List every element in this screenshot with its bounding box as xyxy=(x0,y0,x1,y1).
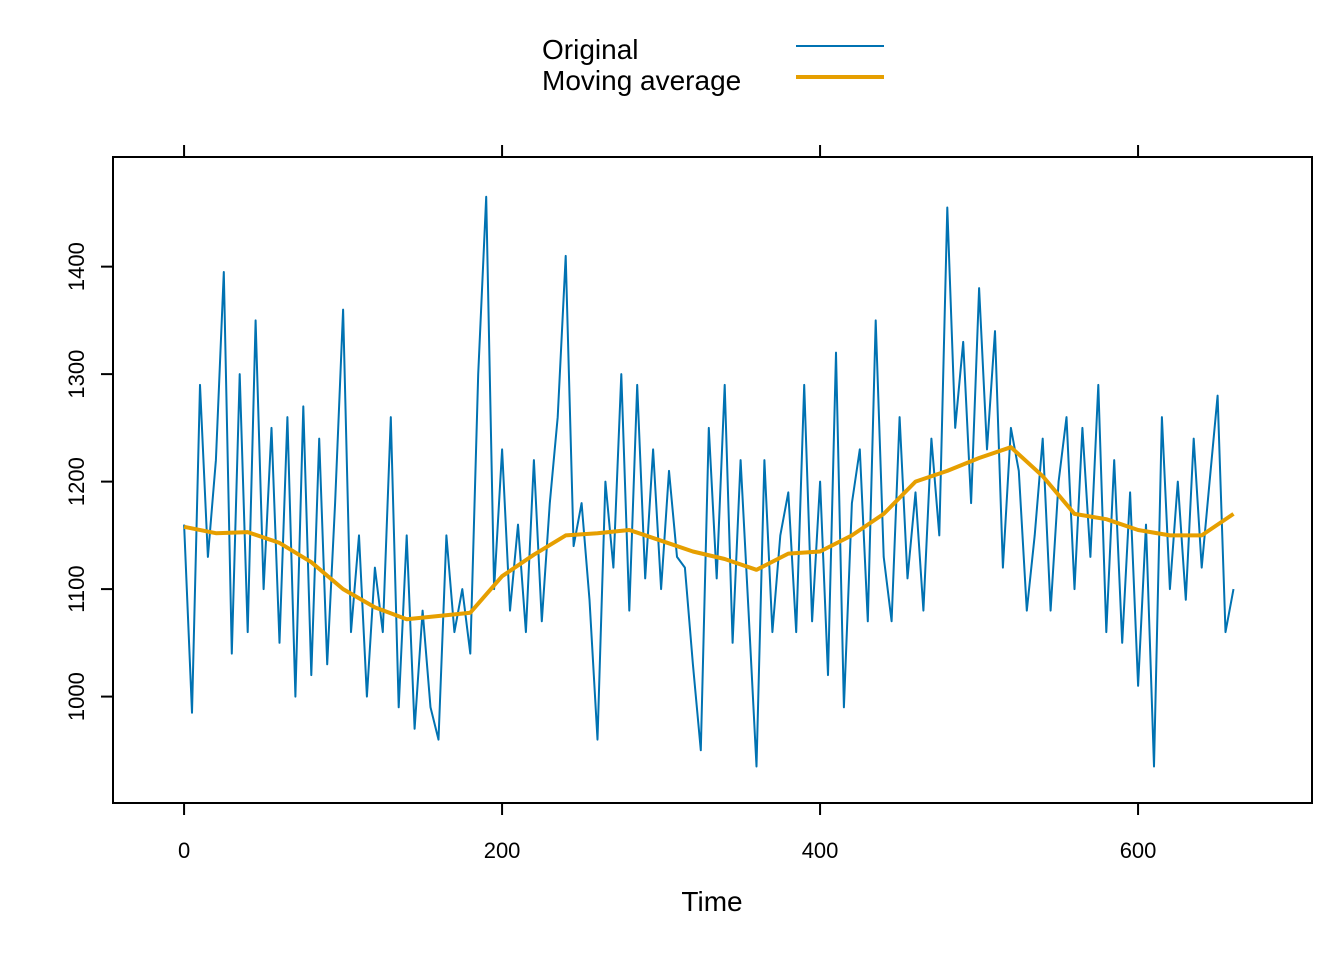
plot-frame xyxy=(112,156,1313,804)
x-tick-label: 600 xyxy=(1120,838,1157,863)
y-tick-label: 1100 xyxy=(64,565,89,612)
x-tick-label: 200 xyxy=(484,838,521,863)
legend-label: Original xyxy=(542,34,638,65)
y-tick-label: 1400 xyxy=(64,242,89,291)
y-tick-label: 1200 xyxy=(64,457,89,506)
x-tick-label: 0 xyxy=(178,838,190,863)
series-line xyxy=(183,445,1235,622)
legend-label: Moving average xyxy=(542,65,741,96)
y-tick-label: 1300 xyxy=(64,350,89,399)
x-axis-label: Time xyxy=(681,886,742,917)
series-line xyxy=(183,195,1235,768)
y-tick-label: 1000 xyxy=(64,672,89,721)
x-tick-label: 400 xyxy=(802,838,839,863)
